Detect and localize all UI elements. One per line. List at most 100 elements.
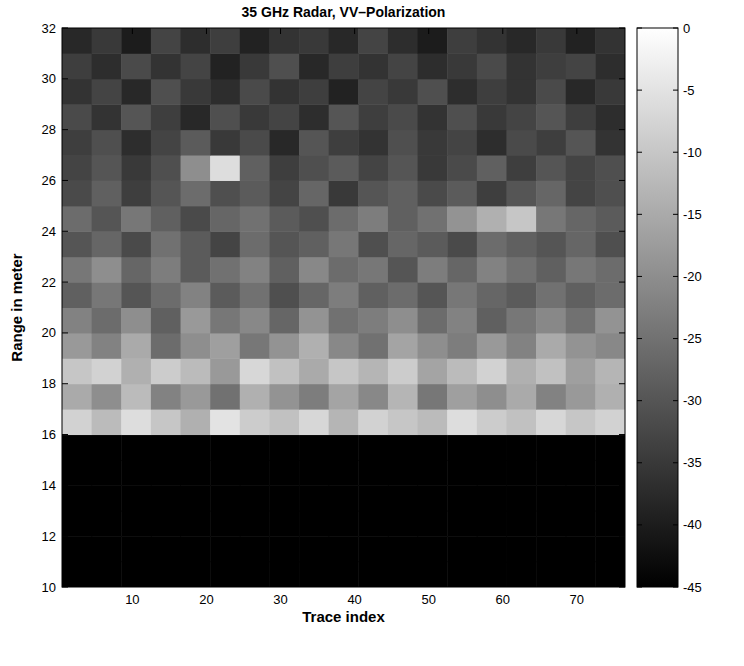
cell (92, 308, 122, 334)
cell (566, 79, 596, 105)
cell (506, 562, 536, 587)
cell (240, 53, 270, 79)
cell (358, 562, 388, 587)
cell (418, 308, 448, 334)
y-tick (619, 536, 625, 537)
y-tick (62, 332, 68, 333)
cell (566, 485, 596, 511)
cell (388, 257, 418, 283)
cell (358, 485, 388, 511)
cell (151, 485, 181, 511)
cell (181, 155, 211, 181)
cell (269, 104, 299, 130)
cell (358, 308, 388, 334)
cell (210, 409, 240, 435)
y-tick (619, 282, 625, 283)
cell (329, 358, 359, 384)
cell (447, 53, 477, 79)
cell (447, 460, 477, 486)
cell (388, 536, 418, 562)
x-tick (428, 28, 429, 34)
y-tick-label: 26 (42, 173, 56, 188)
colorbar-tick (673, 524, 678, 525)
y-tick-label: 20 (42, 325, 56, 340)
x-tick (502, 581, 503, 587)
cell (240, 206, 270, 232)
cell (329, 104, 359, 130)
cell (536, 206, 566, 232)
cell (181, 257, 211, 283)
cell (536, 358, 566, 384)
cell (92, 104, 122, 130)
cell (506, 409, 536, 435)
cell (240, 485, 270, 511)
cell (358, 435, 388, 461)
x-tick (206, 28, 207, 34)
cell (121, 231, 151, 257)
cell (566, 206, 596, 232)
cell (595, 155, 625, 181)
cell (506, 282, 536, 308)
cell (269, 358, 299, 384)
cell (506, 28, 536, 54)
colorbar-tick-label: -10 (683, 145, 702, 160)
y-tick (62, 129, 68, 130)
cell (62, 130, 92, 156)
cell (447, 511, 477, 537)
cell (447, 308, 477, 334)
x-tick-label: 40 (347, 592, 361, 607)
cell (447, 384, 477, 410)
colorbar-tick (637, 152, 642, 153)
cell (240, 409, 270, 435)
cell (477, 282, 507, 308)
cell (358, 206, 388, 232)
cell (477, 130, 507, 156)
cell (181, 130, 211, 156)
cell (62, 460, 92, 486)
colorbar-tick (637, 400, 642, 401)
cell (447, 358, 477, 384)
cell (151, 104, 181, 130)
cell (269, 79, 299, 105)
cell (329, 308, 359, 334)
cell (536, 435, 566, 461)
cell (121, 562, 151, 587)
cell (240, 460, 270, 486)
cell (121, 485, 151, 511)
cell (358, 333, 388, 359)
cell (418, 536, 448, 562)
cell (62, 485, 92, 511)
cell (566, 308, 596, 334)
colorbar-tick (673, 338, 678, 339)
y-tick (62, 180, 68, 181)
y-tick-label: 22 (42, 275, 56, 290)
cell (121, 460, 151, 486)
cell (210, 536, 240, 562)
cell (536, 28, 566, 54)
y-tick-label: 30 (42, 71, 56, 86)
cell (240, 28, 270, 54)
cell (536, 53, 566, 79)
cell (92, 460, 122, 486)
cell (477, 308, 507, 334)
cell (388, 155, 418, 181)
cell (121, 104, 151, 130)
cell (62, 28, 92, 54)
cell (181, 460, 211, 486)
cell (418, 180, 448, 206)
cell (418, 562, 448, 587)
cell (181, 104, 211, 130)
cell (62, 104, 92, 130)
cell (566, 28, 596, 54)
cell (477, 536, 507, 562)
cell (151, 333, 181, 359)
x-tick-label: 20 (199, 592, 213, 607)
cell (418, 130, 448, 156)
cell (536, 180, 566, 206)
colorbar (637, 28, 678, 587)
cell (388, 180, 418, 206)
x-tick (502, 28, 503, 34)
cell (388, 511, 418, 537)
cell (566, 435, 596, 461)
cell (536, 79, 566, 105)
